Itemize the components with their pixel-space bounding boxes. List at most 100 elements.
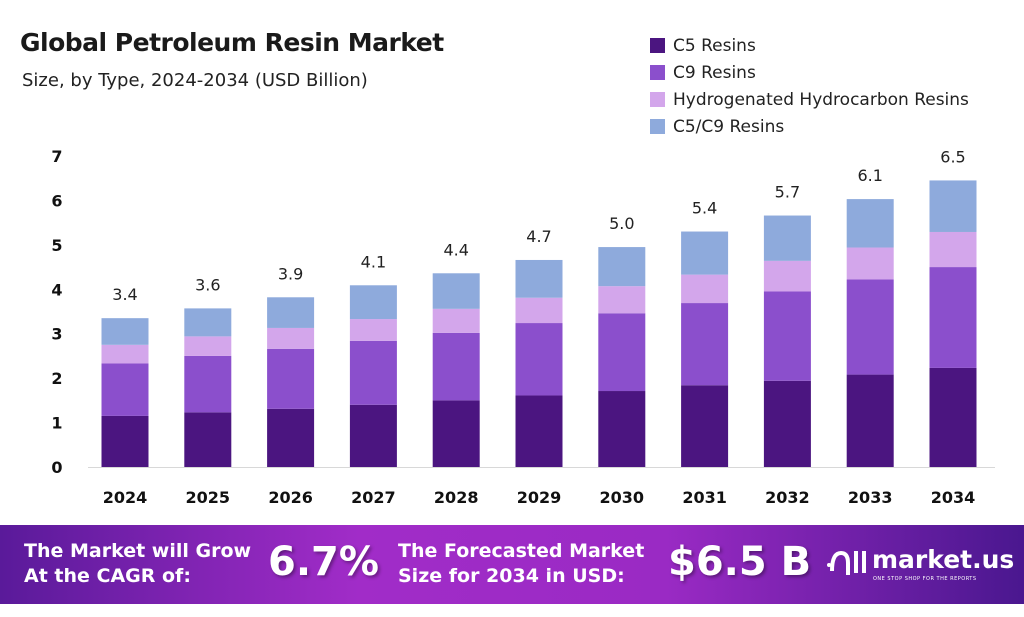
bar-segment-hydrogenated-hydrocarbon-resins: [763, 260, 811, 292]
total-data-label: 4.1: [361, 252, 386, 271]
legend-swatch: [650, 65, 665, 80]
bar-segment-c9-resins: [267, 348, 315, 409]
forecast-label: The Forecasted Market Size for 2034 in U…: [398, 539, 644, 589]
bar-segment-c9-resins: [101, 363, 149, 416]
y-tick-label: 0: [51, 458, 62, 477]
forecast-label-line2: Size for 2034 in USD:: [398, 565, 625, 587]
x-tick-label: 2028: [434, 488, 479, 507]
bar-segment-c5-c9-resins: [598, 247, 646, 287]
bar-segment-c5-resins: [432, 400, 480, 467]
footer-banner: The Market will Grow At the CAGR of: 6.7…: [0, 525, 1024, 604]
total-data-label: 3.9: [278, 264, 303, 283]
bar-chart: 0 1 2 3 4 5 6 7 3.4 2024 3.6 2025 3.9 2026 4.1 2027 4.4 2…: [51, 147, 995, 507]
legend-label: Hydrogenated Hydrocarbon Resins: [673, 89, 969, 110]
forecast-label-line1: The Forecasted Market: [398, 540, 645, 562]
legend-label: C5/C9 Resins: [673, 116, 785, 137]
bar-segment-c5-resins: [763, 380, 811, 467]
total-data-label: 6.1: [857, 166, 882, 185]
total-data-label: 3.6: [195, 275, 220, 294]
x-tick-label: 2025: [186, 488, 231, 507]
bar-segment-c9-resins: [432, 332, 480, 401]
x-tick-label: 2029: [517, 488, 562, 507]
legend-label: C9 Resins: [673, 62, 756, 83]
bar-segment-c9-resins: [846, 279, 894, 375]
bar-segment-hydrogenated-hydrocarbon-resins: [598, 286, 646, 314]
total-data-label: 4.4: [443, 240, 468, 259]
total-data-label: 3.4: [112, 285, 137, 304]
bar-segment-c9-resins: [184, 355, 232, 413]
y-tick-label: 7: [51, 147, 62, 166]
bar-segment-hydrogenated-hydrocarbon-resins: [929, 231, 977, 268]
y-tick-label: 4: [51, 280, 62, 299]
bar-segment-c9-resins: [598, 313, 646, 392]
legend-item-c5c9: C5/C9 Resins: [650, 113, 969, 140]
bar-segment-c5-c9-resins: [929, 180, 977, 232]
bar-segment-c9-resins: [681, 303, 729, 386]
legend-item-hydrogenated: Hydrogenated Hydrocarbon Resins: [650, 86, 969, 113]
x-tick-label: 2033: [848, 488, 893, 507]
bar-segment-c9-resins: [763, 291, 811, 381]
total-data-label: 5.0: [609, 214, 634, 233]
bar-segment-c5-resins: [349, 404, 397, 467]
x-tick-label: 2027: [351, 488, 396, 507]
legend-swatch: [650, 92, 665, 107]
legend-label: C5 Resins: [673, 35, 756, 56]
bar-segment-hydrogenated-hydrocarbon-resins: [846, 247, 894, 280]
total-data-label: 6.5: [940, 147, 965, 166]
bar-segment-c5-c9-resins: [101, 318, 149, 345]
total-data-label: 5.7: [775, 183, 800, 202]
bar-segment-c5-resins: [598, 391, 646, 467]
bar-segment-c5-c9-resins: [763, 215, 811, 261]
logo-mark-icon: [827, 550, 866, 575]
logo-tagline: ONE STOP SHOP FOR THE REPORTS: [873, 576, 977, 582]
y-tick-label: 2: [51, 369, 62, 388]
bar-segment-c5-resins: [929, 367, 977, 467]
bar-segment-hydrogenated-hydrocarbon-resins: [681, 274, 729, 304]
legend: C5 Resins C9 Resins Hydrogenated Hydroca…: [650, 32, 969, 140]
bar-segment-c9-resins: [515, 323, 563, 396]
bar-segment-c5-c9-resins: [846, 199, 894, 248]
bar-segment-c5-resins: [101, 415, 149, 467]
x-tick-label: 2031: [682, 488, 727, 507]
forecast-value: $6.5 B: [668, 539, 812, 585]
cagr-label-line1: The Market will Grow: [24, 540, 252, 562]
bar-segment-c5-c9-resins: [432, 273, 480, 309]
x-tick-label: 2030: [600, 488, 645, 507]
y-tick-label: 1: [51, 414, 62, 433]
legend-swatch: [650, 38, 665, 53]
bar-segment-hydrogenated-hydrocarbon-resins: [267, 327, 315, 349]
chart-subtitle: Size, by Type, 2024-2034 (USD Billion): [22, 70, 368, 91]
legend-item-c5: C5 Resins: [650, 32, 969, 59]
bar-segment-c5-resins: [184, 412, 232, 467]
bar-segment-hydrogenated-hydrocarbon-resins: [101, 344, 149, 364]
legend-item-c9: C9 Resins: [650, 59, 969, 86]
chart-title: Global Petroleum Resin Market: [20, 28, 444, 57]
y-tick-label: 3: [51, 325, 62, 344]
bar-segment-hydrogenated-hydrocarbon-resins: [184, 336, 232, 356]
bar-segment-c9-resins: [929, 267, 977, 368]
cagr-label-line2: At the CAGR of:: [24, 565, 191, 587]
bar-segment-hydrogenated-hydrocarbon-resins: [515, 297, 563, 324]
bar-segment-c5-c9-resins: [349, 285, 397, 320]
x-tick-label: 2024: [103, 488, 148, 507]
bar-segment-c5-c9-resins: [184, 308, 232, 337]
y-tick-label: 5: [51, 236, 62, 255]
cagr-value: 6.7%: [268, 539, 379, 585]
bar-segment-c5-c9-resins: [267, 297, 315, 328]
bar-segment-hydrogenated-hydrocarbon-resins: [349, 319, 397, 341]
bar-segment-c5-c9-resins: [515, 259, 563, 298]
bar-segment-hydrogenated-hydrocarbon-resins: [432, 308, 480, 333]
bar-segment-c5-resins: [681, 385, 729, 467]
x-tick-label: 2032: [765, 488, 810, 507]
x-tick-label: 2034: [931, 488, 976, 507]
x-tick-label: 2026: [268, 488, 313, 507]
bar-segment-c5-c9-resins: [681, 231, 729, 275]
cagr-label: The Market will Grow At the CAGR of:: [24, 539, 251, 589]
logo-text: market.us: [872, 545, 1015, 574]
bar-segment-c9-resins: [349, 340, 397, 405]
y-tick-label: 6: [51, 191, 62, 210]
total-data-label: 5.4: [692, 199, 717, 218]
legend-swatch: [650, 119, 665, 134]
bar-segment-c5-resins: [846, 374, 894, 467]
total-data-label: 4.7: [526, 227, 551, 246]
